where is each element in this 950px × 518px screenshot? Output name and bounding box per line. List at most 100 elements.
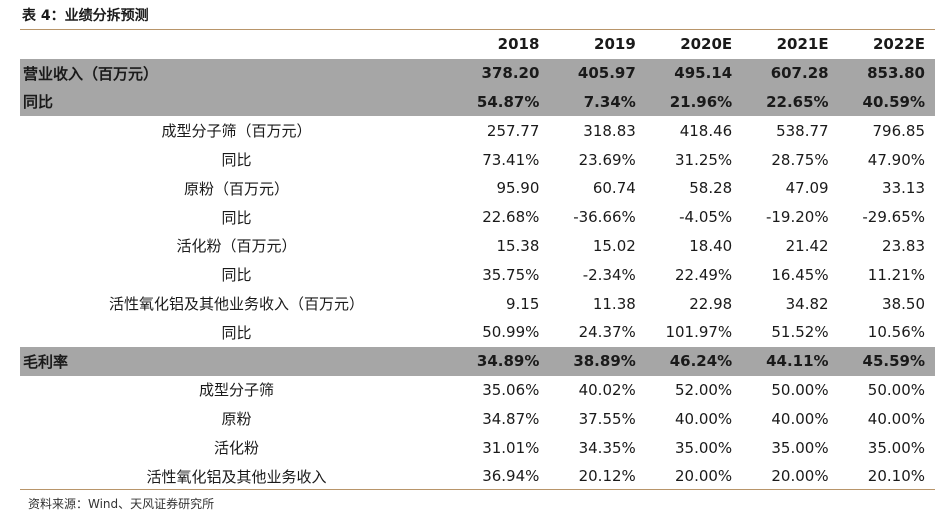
cell-value: 28.75% (771, 150, 829, 169)
cell-value: 34.89% (453, 346, 550, 376)
cell-value: 15.02 (592, 236, 636, 255)
cell-value: 31.25% (674, 150, 733, 169)
table-row: 活化粉（百万元） 15.38 15.02 18.40 21.42 23.83 (20, 232, 935, 261)
cell-value: 23.83 (882, 236, 925, 255)
cell-value: 21.42 (785, 236, 829, 255)
row-label: 成型分子筛 (199, 381, 275, 400)
cell-value: 607.28 (742, 58, 839, 88)
cell-value: 9.15 (506, 294, 540, 313)
top-rule (20, 29, 935, 30)
cell-value: 538.77 (776, 121, 829, 140)
cell-value: 50.99% (482, 323, 540, 342)
header-year: 2018 (497, 35, 540, 54)
table-title: 表 4：业绩分拆预测 (22, 8, 149, 24)
cell-value: -2.34% (582, 265, 636, 284)
source-note: 资料来源：Wind、天风证券研究所 (28, 497, 215, 511)
cell-value: 35.00% (867, 438, 925, 457)
cell-value: 18.40 (689, 236, 733, 255)
cell-value: 40.00% (867, 409, 925, 428)
table-row: 同比 50.99% 24.37% 101.97% 51.52% 10.56% (20, 318, 935, 347)
cell-value: 21.96% (645, 87, 743, 117)
row-label: 同比 (221, 151, 252, 170)
cell-value: 60.74 (592, 179, 636, 198)
cell-value: 50.00% (771, 380, 829, 399)
table-row: 原粉（百万元） 95.90 60.74 58.28 47.09 33.13 (20, 174, 935, 203)
cell-value: 35.06% (482, 380, 540, 399)
cell-value: 22.49% (674, 265, 733, 284)
cell-value: 853.80 (838, 58, 935, 88)
cell-value: 11.38 (592, 294, 636, 313)
cell-value: 51.52% (771, 323, 829, 342)
row-label: 活性氧化铝及其他业务收入 (146, 467, 327, 486)
cell-value: 34.87% (482, 409, 540, 428)
cell-value: 47.09 (785, 179, 829, 198)
cell-value: 20.00% (674, 467, 733, 486)
row-label: 毛利率 (20, 346, 454, 376)
cell-value: 34.35% (578, 438, 636, 457)
header-year: 2019 (594, 35, 636, 54)
cell-value: 73.41% (482, 150, 540, 169)
row-label: 同比 (20, 87, 454, 117)
cell-value: 46.24% (645, 346, 743, 376)
cell-value: 44.11% (742, 346, 839, 376)
cell-value: 50.00% (867, 380, 925, 399)
cell-value: -4.05% (679, 208, 733, 227)
cell-value: 38.50 (882, 294, 925, 313)
cell-value: 40.02% (578, 380, 636, 399)
cell-value: 7.34% (549, 87, 646, 117)
row-label: 同比 (221, 208, 252, 227)
table-row: 营业收入（百万元） 378.20 405.97 495.14 607.28 85… (20, 58, 935, 88)
cell-value: 796.85 (872, 121, 926, 140)
cell-value: 16.45% (771, 265, 829, 284)
cell-value: 40.00% (674, 409, 733, 428)
cell-value: 47.90% (867, 150, 925, 169)
header-year: 2020E (680, 35, 733, 54)
cell-value: 58.28 (689, 179, 733, 198)
cell-value: 22.68% (482, 208, 540, 227)
cell-value: 40.59% (838, 87, 935, 117)
row-label: 活化粉（百万元） (176, 237, 297, 256)
cell-value: 11.21% (867, 265, 925, 284)
row-label: 营业收入（百万元） (20, 58, 454, 88)
row-label: 原粉（百万元） (184, 179, 290, 198)
table-row: 成型分子筛（百万元） 257.77 318.83 418.46 538.77 7… (20, 116, 935, 145)
cell-value: -36.66% (573, 208, 636, 227)
cell-value: 37.55% (578, 409, 636, 428)
cell-value: 40.00% (771, 409, 829, 428)
table-row: 成型分子筛 35.06% 40.02% 52.00% 50.00% 50.00% (20, 376, 935, 405)
table-row: 活化粉 31.01% 34.35% 35.00% 35.00% 35.00% (20, 433, 935, 462)
cell-value: 35.00% (674, 438, 733, 457)
cell-value: 418.46 (679, 121, 733, 140)
cell-value: 34.82 (785, 294, 829, 313)
cell-value: 20.10% (867, 467, 925, 486)
row-label: 活化粉 (214, 439, 260, 458)
row-label: 成型分子筛（百万元） (161, 122, 312, 141)
row-label: 同比 (221, 323, 252, 342)
header-row: 2018 2019 2020E 2021E 2022E (20, 30, 935, 59)
table-row: 毛利率 34.89% 38.89% 46.24% 44.11% 45.59% (20, 346, 935, 376)
cell-value: 33.13 (882, 179, 925, 198)
cell-value: 52.00% (674, 380, 733, 399)
cell-value: 45.59% (838, 346, 935, 376)
cell-value: -19.20% (765, 208, 829, 227)
table-row: 活性氧化铝及其他业务收入 36.94% 20.12% 20.00% 20.00%… (20, 462, 935, 491)
cell-value: 15.38 (496, 236, 540, 255)
cell-value: 378.20 (453, 58, 550, 88)
row-label: 同比 (221, 266, 252, 285)
cell-value: 495.14 (645, 58, 743, 88)
row-label: 活性氧化铝及其他业务收入（百万元） (109, 295, 365, 314)
cell-value: 38.89% (549, 346, 646, 376)
header-year: 2022E (873, 35, 925, 54)
table-row: 同比 73.41% 23.69% 31.25% 28.75% 47.90% (20, 145, 935, 174)
cell-value: 10.56% (867, 323, 925, 342)
cell-value: 35.00% (771, 438, 829, 457)
cell-value: 405.97 (549, 58, 646, 88)
table-row: 原粉 34.87% 37.55% 40.00% 40.00% 40.00% (20, 404, 935, 433)
cell-value: 101.97% (665, 323, 733, 342)
cell-value: 95.90 (496, 179, 540, 198)
cell-value: 24.37% (578, 323, 636, 342)
table-row: 同比 54.87% 7.34% 21.96% 22.65% 40.59% (20, 87, 935, 117)
table-row: 同比 35.75% -2.34% 22.49% 16.45% 11.21% (20, 260, 935, 289)
cell-value: -29.65% (862, 208, 925, 227)
cell-value: 31.01% (482, 438, 540, 457)
